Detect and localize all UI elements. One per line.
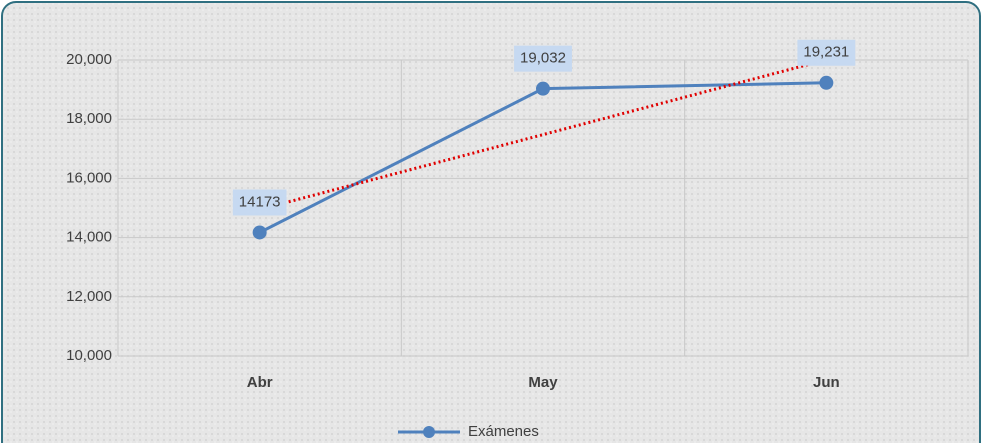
x-tick-label: Jun	[813, 374, 840, 391]
marker	[819, 75, 834, 90]
y-tick-label: 16,000	[66, 169, 112, 186]
x-tick-label: May	[528, 374, 558, 391]
value-label: 19,231	[803, 44, 849, 61]
y-tick-label: 14,000	[66, 229, 112, 246]
value-label-box	[232, 189, 287, 216]
value-label-box	[797, 39, 856, 66]
marker	[536, 81, 550, 96]
y-tick-label: 20,000	[66, 51, 112, 68]
y-tick-label: 18,000	[66, 110, 112, 127]
x-tick-label: Abr	[247, 374, 273, 391]
value-label: 19,032	[520, 50, 566, 67]
y-tick-label: 10,000	[66, 347, 112, 364]
value-label-box	[514, 45, 572, 72]
y-tick-label: 12,000	[66, 288, 112, 305]
value-label: 14173	[239, 193, 281, 210]
legend-label: Exámenes	[468, 423, 539, 440]
legend-marker	[423, 426, 435, 438]
marker	[252, 225, 267, 240]
